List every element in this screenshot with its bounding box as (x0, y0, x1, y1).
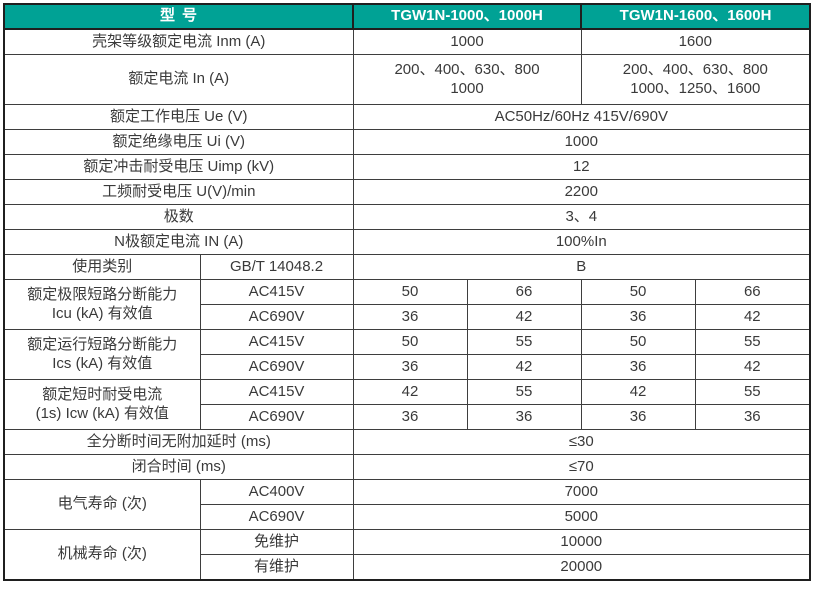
cell-icu-ac690-2: 36 (580, 304, 696, 330)
cell-poles: 3、4 (352, 204, 811, 230)
cell-ics-ac690-2: 36 (580, 354, 696, 380)
cell-with-maintenance: 20000 (352, 554, 811, 581)
row-mechanical-life-with: 有维护 20000 (4, 554, 811, 581)
cell-icu-ac415-2: 50 (580, 279, 696, 305)
sub-label-ics-ac690: AC690V (199, 354, 354, 380)
cell-icw-ac690-0: 36 (352, 404, 468, 430)
label-ics: 额定运行短路分断能力 Ics (kA) 有效值 (3, 329, 201, 380)
row-electrical-life-ac690: AC690V 5000 (4, 504, 811, 530)
header-model-1000: TGW1N-1000、1000H (352, 3, 583, 30)
header-model-1600: TGW1N-1600、1600H (580, 3, 812, 30)
cell-electrical-ac690: 5000 (352, 504, 811, 530)
label-rated-current: 额定电流 In (A) (3, 54, 354, 105)
cell-icu-ac415-0: 50 (352, 279, 468, 305)
row-insulation-voltage: 额定绝缘电压 Ui (V) 1000 (3, 129, 811, 155)
cell-insulation-voltage: 1000 (352, 129, 811, 155)
row-close-time: 闭合时间 (ms) ≤70 (3, 454, 811, 480)
cell-ics-ac415-1: 55 (466, 329, 582, 355)
cell-icu-ac690-0: 36 (352, 304, 468, 330)
cell-icu-ac415-3: 66 (694, 279, 811, 305)
label-working-voltage: 额定工作电压 Ue (V) (3, 104, 354, 130)
cell-ics-ac690-0: 36 (352, 354, 468, 380)
row-icw-ac415: 额定短时耐受电流 (1s) Icw (kA) 有效值 AC415V 42 55 … (3, 379, 811, 430)
sub-label-electrical-ac690: AC690V (199, 504, 354, 530)
sub-label-icw-ac415: AC415V (199, 379, 354, 405)
label-neutral-current: N极额定电流 IN (A) (3, 229, 354, 255)
row-ics-ac690: AC690V 36 42 36 42 (4, 354, 811, 380)
label-frame-current: 壳架等级额定电流 Inm (A) (3, 28, 354, 55)
cell-icw-ac415-2: 42 (580, 379, 696, 405)
cell-electrical-ac400: 7000 (352, 479, 811, 505)
sub-label-ics-ac415: AC415V (199, 329, 354, 355)
row-break-time: 全分断时间无附加延时 (ms) ≤30 (3, 429, 811, 455)
cell-icu-ac415-1: 66 (466, 279, 582, 305)
header-row: 型号 TGW1N-1000、1000H TGW1N-1600、1600H (2, 3, 812, 30)
label-utilization-category: 使用类别 (3, 254, 201, 280)
catalog-page: 型号 TGW1N-1000、1000H TGW1N-1600、1600H 壳架等… (2, 3, 812, 581)
cell-rated-current-1600: 200、400、630、800 1000、1250、1600 (580, 54, 811, 105)
cell-frame-current-1600: 1600 (580, 28, 811, 55)
sub-label-icu-ac690: AC690V (199, 304, 354, 330)
row-impulse-voltage: 额定冲击耐受电压 Uimp (kV) 12 (3, 154, 811, 180)
sub-label-icu-ac415: AC415V (199, 279, 354, 305)
cell-neutral-current: 100%In (352, 229, 811, 255)
cell-icw-ac690-1: 36 (466, 404, 582, 430)
cell-frame-current-1000: 1000 (352, 28, 582, 55)
cell-working-voltage: AC50Hz/60Hz 415V/690V (352, 104, 811, 130)
cell-icw-ac690-3: 36 (694, 404, 811, 430)
sub-label-icw-ac690: AC690V (199, 404, 354, 430)
row-power-freq-voltage: 工频耐受电压 U(V)/min 2200 (3, 179, 811, 205)
cell-rated-current-1000: 200、400、630、800 1000 (352, 54, 582, 105)
label-close-time: 闭合时间 (ms) (3, 454, 354, 480)
cell-close-time: ≤70 (352, 454, 811, 480)
cell-category-standard: GB/T 14048.2 (199, 254, 354, 280)
label-impulse-voltage: 额定冲击耐受电压 Uimp (kV) (3, 154, 354, 180)
row-icw-ac690: AC690V 36 36 36 36 (4, 404, 811, 430)
cell-break-time: ≤30 (352, 429, 811, 455)
cell-impulse-voltage: 12 (352, 154, 811, 180)
row-working-voltage: 额定工作电压 Ue (V) AC50Hz/60Hz 415V/690V (3, 104, 811, 130)
cell-icu-ac690-1: 42 (466, 304, 582, 330)
label-electrical-life: 电气寿命 (次) (3, 479, 201, 530)
cell-ics-ac690-1: 42 (466, 354, 582, 380)
label-power-freq-voltage: 工频耐受电压 U(V)/min (3, 179, 354, 205)
sub-label-maintenance-free: 免维护 (199, 529, 354, 555)
cell-icw-ac415-3: 55 (694, 379, 811, 405)
row-rated-current: 额定电流 In (A) 200、400、630、800 1000 200、400… (3, 54, 811, 105)
cell-category-value: B (352, 254, 811, 280)
cell-ics-ac415-2: 50 (580, 329, 696, 355)
label-mechanical-life: 机械寿命 (次) (3, 529, 201, 581)
sub-label-with-maintenance: 有维护 (199, 554, 354, 581)
cell-icu-ac690-3: 42 (694, 304, 811, 330)
cell-icw-ac415-0: 42 (352, 379, 468, 405)
row-icu-ac690: AC690V 36 42 36 42 (4, 304, 811, 330)
cell-power-freq-voltage: 2200 (352, 179, 811, 205)
cell-ics-ac690-3: 42 (694, 354, 811, 380)
row-electrical-life-ac400: 电气寿命 (次) AC400V 7000 (3, 479, 811, 530)
label-break-time: 全分断时间无附加延时 (ms) (3, 429, 354, 455)
row-poles: 极数 3、4 (3, 204, 811, 230)
cell-icw-ac415-1: 55 (466, 379, 582, 405)
row-mechanical-life-free: 机械寿命 (次) 免维护 10000 (3, 529, 811, 581)
sub-label-electrical-ac400: AC400V (199, 479, 354, 505)
label-icu: 额定极限短路分断能力 Icu (kA) 有效值 (3, 279, 201, 330)
row-frame-current: 壳架等级额定电流 Inm (A) 1000 1600 (3, 28, 811, 55)
row-neutral-current: N极额定电流 IN (A) 100%In (3, 229, 811, 255)
row-icu-ac415: 额定极限短路分断能力 Icu (kA) 有效值 AC415V 50 66 50 … (3, 279, 811, 330)
cell-ics-ac415-3: 55 (694, 329, 811, 355)
tgw1n-spec-table: 型号 TGW1N-1000、1000H TGW1N-1600、1600H 壳架等… (2, 3, 812, 581)
header-model-label: 型号 (2, 3, 355, 30)
cell-ics-ac415-0: 50 (352, 329, 468, 355)
row-utilization-category: 使用类别 GB/T 14048.2 B (3, 254, 811, 280)
label-poles: 极数 (3, 204, 354, 230)
cell-maintenance-free: 10000 (352, 529, 811, 555)
row-ics-ac415: 额定运行短路分断能力 Ics (kA) 有效值 AC415V 50 55 50 … (3, 329, 811, 380)
cell-icw-ac690-2: 36 (580, 404, 696, 430)
label-icw: 额定短时耐受电流 (1s) Icw (kA) 有效值 (3, 379, 201, 430)
label-insulation-voltage: 额定绝缘电压 Ui (V) (3, 129, 354, 155)
